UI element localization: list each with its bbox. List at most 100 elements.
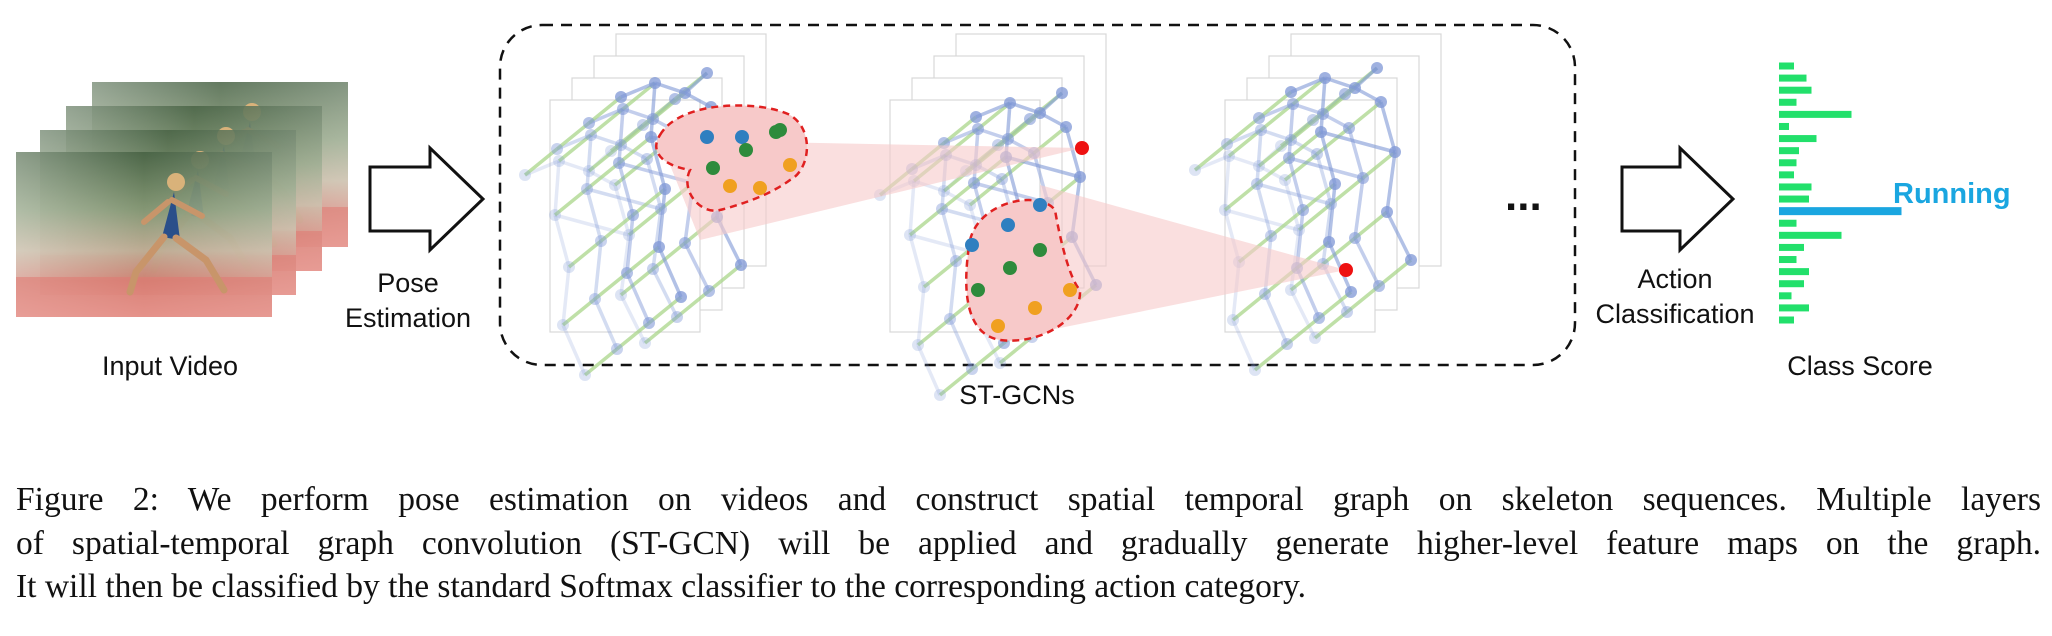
skeleton-joint — [605, 145, 617, 157]
skeleton-edge — [1288, 156, 1364, 180]
feature-joint — [1001, 218, 1015, 232]
temporal-edge — [968, 177, 1004, 207]
temporal-edge — [1321, 236, 1357, 266]
skeleton-edge — [1321, 203, 1333, 265]
class-bar — [1779, 304, 1809, 312]
skeleton-joint — [1311, 148, 1323, 160]
skeleton-edge — [916, 344, 942, 396]
class-bar — [1779, 159, 1797, 167]
pose-estimation-arrow-icon — [368, 144, 486, 254]
skeleton-joint — [1375, 96, 1387, 108]
skeleton-edge — [593, 298, 619, 350]
temporal-edge — [1269, 208, 1305, 238]
skeleton-edge — [975, 101, 1011, 119]
skeleton-joint — [649, 77, 661, 89]
feature-joint — [1033, 198, 1047, 212]
skeleton-edge — [908, 234, 926, 288]
temporal-edge — [1291, 76, 1327, 106]
temporal-edge — [1223, 182, 1259, 212]
video-frames-icon — [16, 82, 348, 317]
skeleton-joint — [679, 87, 691, 99]
skeleton-joint — [1293, 224, 1305, 236]
skeleton-edge — [561, 324, 587, 376]
skeleton-joint — [595, 235, 607, 247]
class-bar — [1779, 280, 1804, 288]
class-bar — [1779, 183, 1812, 191]
skeleton-joint — [1060, 121, 1072, 133]
skeleton-joint — [1319, 72, 1331, 84]
skeleton-edge — [645, 158, 663, 210]
skeleton-joint — [1285, 134, 1297, 146]
temporal-edge — [976, 101, 1012, 131]
st-gcn-container — [498, 23, 1577, 367]
skeleton-joint — [1285, 284, 1297, 296]
caption-line-3: It will then be classified by the standa… — [16, 568, 1306, 605]
ellipsis: ... — [1505, 171, 1542, 220]
skeleton-joint — [623, 229, 635, 241]
skeleton-joint — [1004, 97, 1016, 109]
skeleton-joint — [1275, 140, 1287, 152]
skeleton-joint — [944, 313, 956, 325]
class-bar — [1779, 243, 1804, 251]
video-frame — [16, 152, 272, 317]
skeleton-edge — [1319, 77, 1327, 133]
skeleton-edge — [1320, 130, 1396, 154]
skeleton-joint — [1219, 204, 1231, 216]
skeleton-joint — [1313, 312, 1325, 324]
temporal-edge — [1317, 290, 1353, 320]
skeleton-edge — [1231, 319, 1257, 371]
feature-joint — [773, 123, 787, 137]
temporal-edge — [593, 271, 629, 301]
skeleton-edge — [619, 234, 631, 296]
skeleton-joint — [671, 311, 683, 323]
skeleton-joint — [1189, 164, 1201, 176]
skeleton-edge — [943, 127, 979, 145]
skeleton-edge — [617, 108, 625, 164]
skeleton-joint — [1323, 236, 1335, 248]
class-bar — [1779, 98, 1797, 106]
temporal-edge — [1225, 116, 1261, 146]
class-bar — [1779, 122, 1789, 130]
temporal-edge — [1377, 258, 1413, 288]
skeleton-edge — [1256, 182, 1332, 206]
skeleton-joint — [615, 139, 627, 151]
skeleton-joint — [639, 337, 651, 349]
skeleton-joint — [563, 261, 575, 273]
feature-joint — [1033, 243, 1047, 257]
temporal-edge — [1231, 292, 1267, 322]
skeleton-edge — [1379, 101, 1397, 153]
class-bar — [1779, 316, 1794, 324]
action-label-line1: Action — [1637, 264, 1712, 294]
skeleton-joint — [934, 389, 946, 401]
skeleton-edge — [524, 159, 560, 177]
skeleton-joint — [904, 229, 916, 241]
skeleton-joint — [996, 173, 1008, 185]
pose-label-line1: Pose — [377, 268, 439, 298]
skeleton-joint — [1307, 114, 1319, 126]
feature-joint — [1063, 283, 1077, 297]
skeleton-edge — [1287, 157, 1305, 211]
skeleton-joint — [641, 153, 653, 165]
temporal-edge — [1347, 100, 1383, 130]
temporal-edge — [1315, 126, 1351, 156]
skeleton-edge — [1224, 208, 1300, 232]
temporal-edge — [631, 187, 667, 217]
receptive-region — [965, 198, 1082, 342]
temporal-edge — [617, 135, 653, 165]
skeleton-joint — [659, 183, 671, 195]
skeleton-edge — [1353, 177, 1365, 239]
skeleton-edge — [588, 107, 624, 125]
skeleton-edge — [558, 159, 590, 173]
skeleton-joint — [1223, 150, 1235, 162]
feature-joint — [971, 283, 985, 297]
action-label-line2: Classification — [1595, 299, 1754, 329]
feature-joint — [723, 179, 737, 193]
temporal-edge — [1285, 316, 1321, 346]
temporal-edge — [1259, 102, 1295, 132]
skeleton-edge — [651, 208, 663, 270]
temporal-edge — [1193, 142, 1229, 172]
class-bar — [1779, 171, 1794, 179]
skeleton-edge — [625, 214, 635, 274]
skeleton-edge — [585, 134, 593, 190]
skeleton-joint — [1315, 126, 1327, 138]
